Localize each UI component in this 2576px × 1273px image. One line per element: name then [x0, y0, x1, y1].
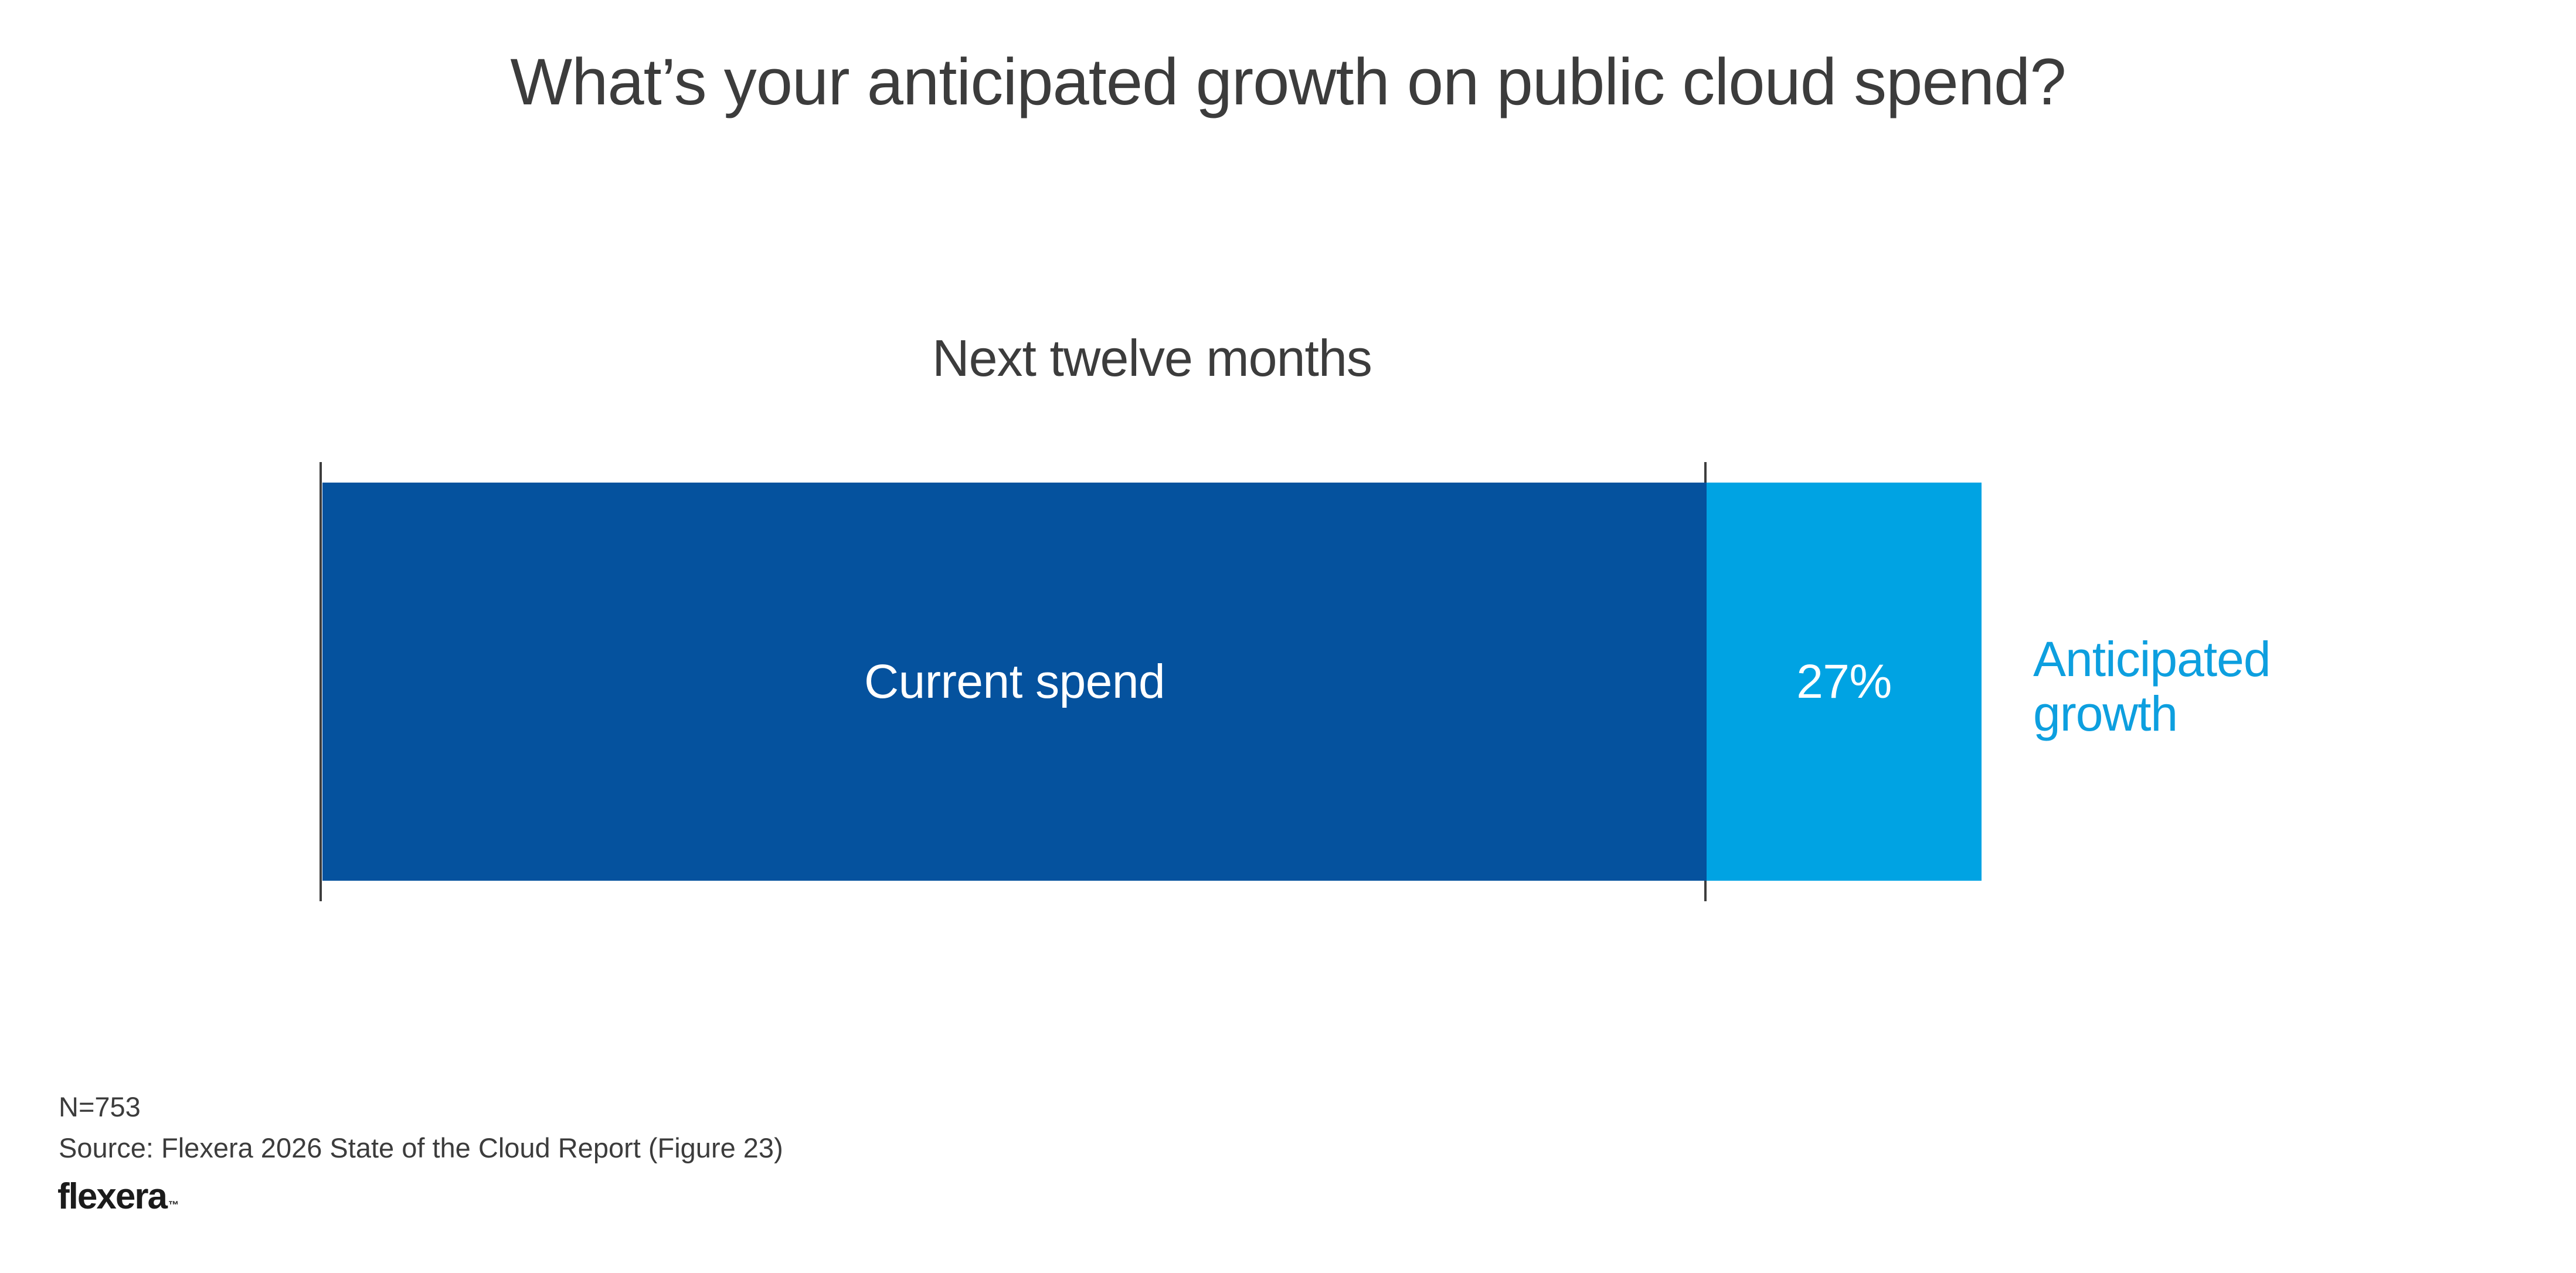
- stacked-bar: Current spend 27%: [322, 483, 1982, 881]
- chart-subtitle: Next twelve months: [932, 329, 1372, 387]
- source-note: Source: Flexera 2026 State of the Cloud …: [59, 1132, 783, 1163]
- current-spend-label: Current spend: [864, 654, 1165, 708]
- flexera-logo-text: flexera: [57, 1176, 168, 1217]
- chart-title: What’s your anticipated growth on public…: [510, 45, 2066, 118]
- axis-tick-left: [320, 462, 322, 901]
- sample-size-note: N=753: [59, 1091, 141, 1122]
- flexera-logo: flexera ™: [57, 1179, 179, 1223]
- bar-segment-current-spend: Current spend: [322, 483, 1707, 881]
- anticipated-growth-value-label: 27%: [1796, 654, 1892, 708]
- bar-segment-anticipated-growth: 27%: [1707, 483, 1982, 881]
- anticipated-growth-annotation: Anticipated growth: [2033, 632, 2271, 741]
- trademark-symbol: ™: [168, 1199, 179, 1211]
